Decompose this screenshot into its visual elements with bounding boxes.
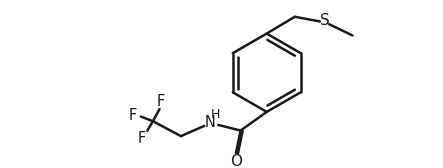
Text: F: F (128, 108, 136, 123)
Text: O: O (230, 154, 242, 168)
Text: F: F (138, 131, 146, 145)
Text: S: S (320, 13, 330, 28)
Text: H: H (211, 108, 220, 121)
Text: N: N (204, 115, 215, 130)
Text: F: F (156, 94, 164, 109)
